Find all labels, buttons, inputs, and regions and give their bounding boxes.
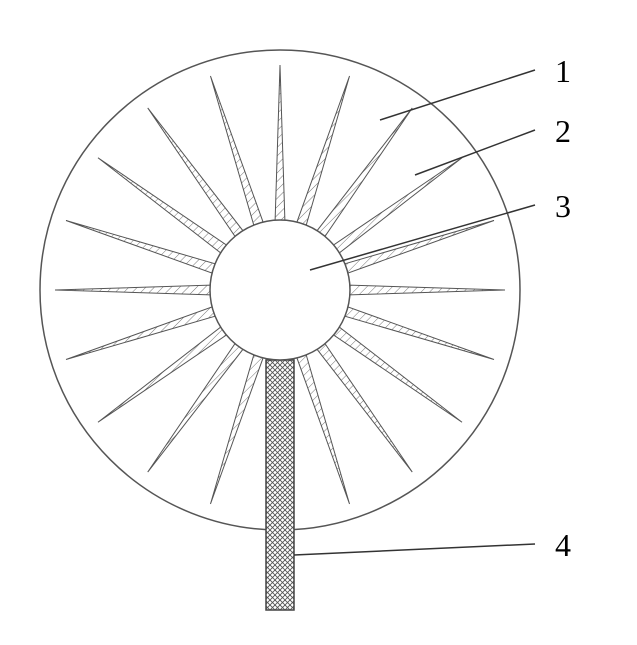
leader-line-1 xyxy=(380,70,535,120)
label-3: 3 xyxy=(555,188,571,225)
leader-line-4 xyxy=(294,544,535,555)
diagram-container: 1 2 3 4 xyxy=(0,0,637,645)
stem xyxy=(266,360,294,610)
label-2: 2 xyxy=(555,113,571,150)
leader-line-3 xyxy=(310,205,535,270)
blade xyxy=(350,285,505,295)
label-4: 4 xyxy=(555,527,571,564)
diagram-svg xyxy=(0,0,637,645)
leader-line-2 xyxy=(415,130,535,175)
blade xyxy=(275,65,285,220)
blade xyxy=(55,285,210,295)
label-1: 1 xyxy=(555,53,571,90)
inner-circle xyxy=(210,220,350,360)
